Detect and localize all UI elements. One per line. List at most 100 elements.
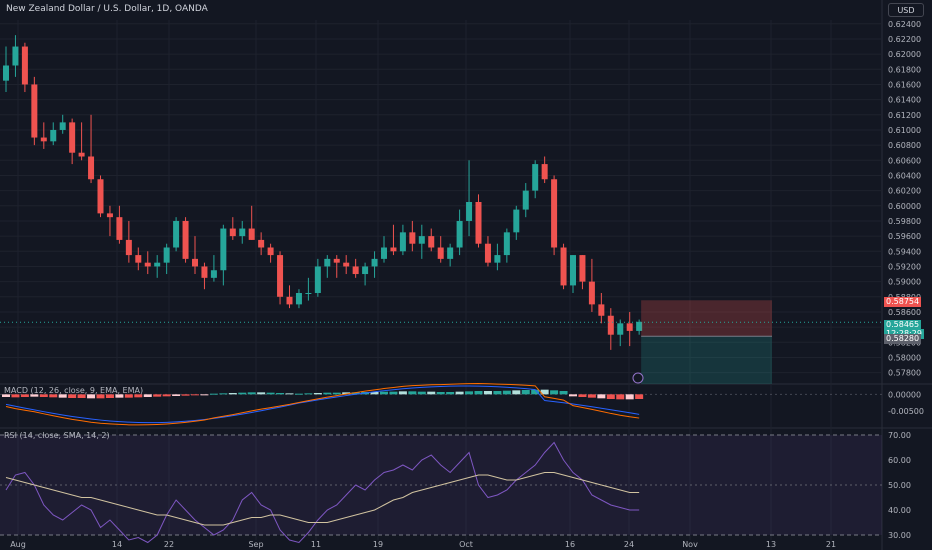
price-tick-label: 0.58000 (888, 353, 921, 362)
candle-body (267, 247, 274, 256)
macd-histogram-bar (540, 389, 549, 395)
macd-histogram-bar (87, 394, 96, 399)
candle-body (210, 270, 217, 278)
candle-body (522, 190, 529, 210)
candle-body (418, 236, 425, 244)
price-tick-label: 0.58600 (888, 308, 921, 317)
macd-histogram-bar (606, 394, 615, 399)
macd-histogram-bar (77, 394, 86, 398)
time-tick-label: 13 (766, 540, 776, 549)
rsi-indicator-label[interactable]: RSI (14, close, SMA, 14, 2) (4, 431, 110, 440)
candle-body (352, 266, 359, 275)
macd-histogram-bar (200, 394, 209, 396)
candle-body (50, 129, 57, 142)
macd-tick-label: -0.00500 (888, 407, 924, 416)
macd-histogram-bar (124, 394, 133, 398)
macd-histogram-bar (578, 394, 587, 397)
rsi-tick-label: 40.00 (888, 506, 911, 515)
candle-body (503, 232, 510, 256)
time-tick-label: 21 (826, 540, 836, 549)
candle-body (598, 304, 605, 316)
macd-histogram-bar (398, 391, 407, 395)
candle-body (97, 179, 104, 214)
candle-body (201, 266, 208, 278)
macd-histogram-bar (389, 391, 398, 395)
last-price-label: 0.58465 (884, 320, 922, 330)
macd-histogram-bar (313, 393, 322, 395)
macd-histogram-bar (304, 393, 313, 395)
candle-body (324, 258, 331, 267)
macd-histogram-bar (153, 394, 162, 397)
candle-body (456, 220, 463, 248)
candle-body (125, 239, 132, 256)
price-tick-label: 0.62400 (888, 20, 921, 29)
time-tick-label: Aug (10, 540, 26, 549)
price-tick-label: 0.59800 (888, 217, 921, 226)
candle-body (88, 156, 95, 180)
macd-histogram-bar (550, 390, 559, 395)
macd-histogram-bar (172, 394, 181, 396)
candle-body (305, 293, 312, 294)
macd-histogram-bar (483, 391, 492, 395)
lightning-icon (632, 372, 644, 384)
macd-histogram-bar (474, 391, 483, 395)
macd-histogram-bar (587, 394, 596, 398)
stop-price-label: 0.58754 (884, 297, 922, 307)
candle-body (277, 255, 284, 297)
macd-histogram-bar (11, 394, 20, 398)
macd-histogram-bar (427, 391, 436, 395)
price-tick-label: 0.61600 (888, 80, 921, 89)
candle-body (144, 262, 151, 267)
currency-button[interactable]: USD (888, 3, 924, 17)
candle-body (607, 315, 614, 335)
macd-histogram-bar (531, 389, 540, 395)
candle-body (399, 232, 406, 252)
candle-body (248, 228, 255, 240)
candle-body (371, 258, 378, 267)
candle-body (192, 258, 198, 267)
position-reward-zone (641, 336, 772, 384)
candle-body (626, 323, 633, 331)
candle-body (617, 323, 624, 335)
candle-body (333, 258, 340, 263)
candle-body (551, 179, 558, 248)
price-tick-label: 0.62000 (888, 50, 921, 59)
candle-body (295, 293, 302, 305)
macd-histogram-bar (39, 394, 48, 397)
macd-histogram-bar (105, 394, 114, 398)
macd-histogram-bar (635, 394, 644, 399)
macd-histogram-bar (446, 392, 455, 395)
candle-body (428, 236, 435, 248)
time-tick-label: 24 (624, 540, 634, 549)
candle-body (437, 247, 444, 259)
macd-histogram-bar (455, 391, 464, 395)
macd-histogram-bar (209, 393, 218, 395)
price-tick-label: 0.61200 (888, 111, 921, 120)
rsi-tick-label: 50.00 (888, 481, 911, 490)
macd-histogram-bar (342, 392, 351, 395)
time-tick-label: 14 (112, 540, 122, 549)
target-price-label: 0.58280 (884, 334, 922, 344)
candle-body (447, 247, 454, 259)
macd-histogram-bar (285, 393, 294, 395)
macd-histogram-bar (115, 394, 124, 398)
macd-histogram-bar (351, 392, 360, 395)
candle-body (588, 281, 595, 305)
macd-indicator-label[interactable]: MACD (12, 26, close, 9, EMA, EMA) (4, 386, 144, 395)
candle-body (31, 84, 38, 138)
candle-body (135, 255, 142, 263)
candle-body (3, 65, 9, 81)
candle-body (560, 247, 567, 286)
price-tick-label: 0.60000 (888, 202, 921, 211)
candle-body (381, 247, 387, 259)
candle-body (59, 122, 66, 130)
price-tick-label: 0.60200 (888, 187, 921, 196)
candle-body (106, 213, 113, 218)
macd-histogram-bar (49, 394, 58, 398)
macd-histogram-bar (569, 394, 577, 397)
time-tick-label: Oct (459, 540, 473, 549)
macd-histogram-bar (20, 394, 29, 397)
candle-body (21, 46, 28, 85)
price-tick-label: 0.57800 (888, 369, 921, 378)
